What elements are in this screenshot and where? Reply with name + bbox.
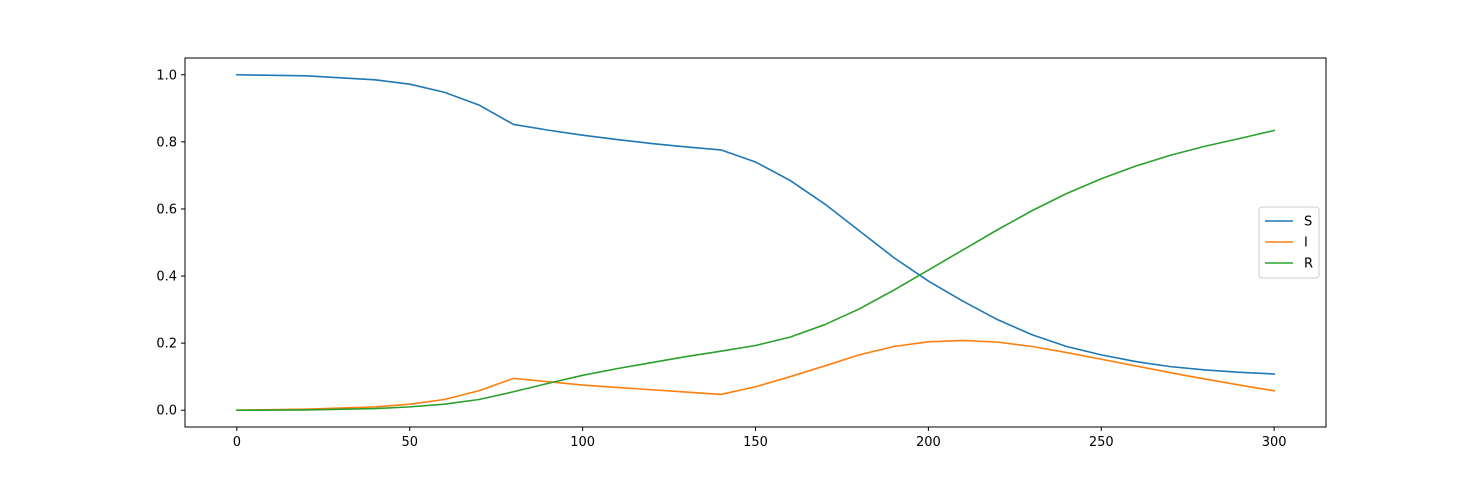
legend: SIR [1258,206,1320,279]
x-tick-label: 150 [743,435,768,450]
x-axis: 0 50 100 150 200 250 300 [233,427,1287,450]
y-tick-label: 0.4 [156,270,177,285]
series-line-r [236,129,1276,412]
x-tick-label: 0 [233,435,241,450]
x-tick-label: 100 [570,435,595,450]
y-tick-label: 0.8 [156,135,177,150]
legend-label-r: R [1304,257,1313,272]
series-line-s [236,73,1275,375]
x-tick-label: 200 [916,435,941,450]
x-tick-label: 300 [1262,435,1287,450]
legend-label-s: S [1304,215,1312,230]
x-tick-label: 250 [1089,435,1114,450]
series-line-i [236,339,1276,412]
y-tick-label: 0.2 [156,337,177,352]
series-layer [236,73,1276,412]
y-axis: 0.0 0.2 0.4 0.6 0.8 1.0 [156,68,185,419]
y-tick-label: 1.0 [156,68,177,83]
x-tick-label: 50 [401,435,418,450]
y-tick-label: 0.0 [156,404,177,419]
y-tick-label: 0.6 [156,202,177,217]
legend-label-i: I [1304,236,1308,251]
